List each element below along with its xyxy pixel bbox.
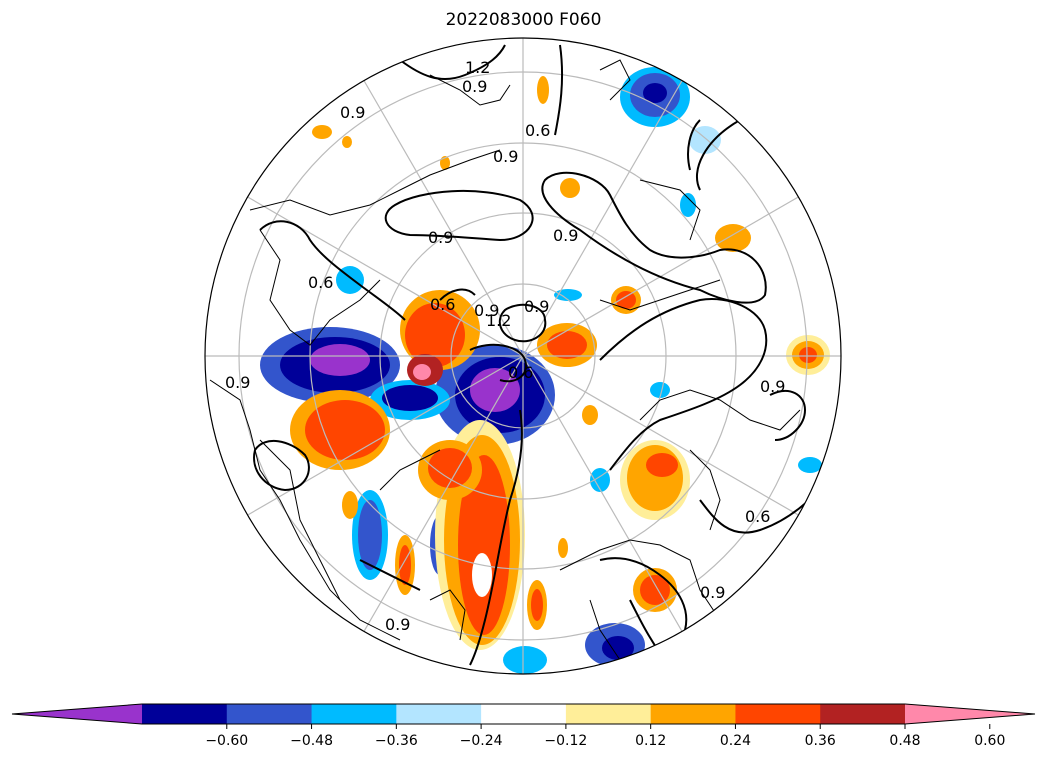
map-disk: 1.2 0.9 0.9 0.6 0.9 0.9 0.6 1.2 0.9 0.6 … <box>205 38 841 674</box>
colorbar-tick-label: 0.24 <box>720 733 751 749</box>
contour-label: 0.9 <box>700 583 725 602</box>
contour-label: 0.6 <box>525 121 550 140</box>
contour-label: 0.9 <box>760 377 785 396</box>
contour-label: 0.9 <box>553 226 578 245</box>
coastlines <box>209 59 801 661</box>
colorbar: −0.60 −0.48 −0.36 −0.24 −0.12 0.12 0.24 0.36 0.4… <box>11 703 1036 749</box>
colorbar-tick-label: −0.48 <box>290 733 333 749</box>
colorbar-segment <box>396 704 482 724</box>
contour-label: 0.6 <box>745 507 770 526</box>
map-title: 2022083000 F060 <box>445 10 602 30</box>
colorbar-extend-low <box>12 704 142 724</box>
contour-labels: 1.2 0.9 0.9 0.6 0.9 0.9 0.6 1.2 0.9 0.6 … <box>225 58 785 634</box>
colorbar-tick-label: 0.36 <box>805 733 836 749</box>
contour-label: 0.9 <box>225 373 250 392</box>
colorbar-tick-label: 0.60 <box>974 733 1005 749</box>
contour-label: 0.9 <box>385 615 410 634</box>
contour-label: 0.9 <box>428 228 453 247</box>
contour-label: 0.9 <box>340 103 365 122</box>
contour-label: 0.9 <box>493 147 518 166</box>
colorbar-tick-label: 0.48 <box>889 733 920 749</box>
contour-label: 0.9 <box>524 297 549 316</box>
map-boundary <box>204 37 842 675</box>
colorbar-tick-label: −0.12 <box>544 733 587 749</box>
colorbar-tick-label: −0.60 <box>205 733 248 749</box>
contour-label: 0.9 <box>474 301 499 320</box>
contour-label: 0.6 <box>430 295 455 314</box>
contour-label: 0.6 <box>308 273 333 292</box>
colorbar-tick-label: 0.12 <box>635 733 666 749</box>
colorbar-segment <box>142 704 228 724</box>
shaded-anomalies <box>260 67 830 674</box>
contour-lines <box>253 44 831 666</box>
colorbar-segment <box>820 704 906 724</box>
contour-label: 1.2 <box>486 311 511 330</box>
colorbar-segment <box>735 704 821 724</box>
contour-label: 0.9 <box>462 77 487 96</box>
colorbar-segment <box>650 704 736 724</box>
contour-label: 1.2 <box>465 58 490 77</box>
colorbar-outline <box>11 703 1036 725</box>
colorbar-extend-high <box>905 704 1035 724</box>
colorbar-segment <box>565 704 652 724</box>
contour-label: 0.6 <box>508 363 533 382</box>
colorbar-tick-label: −0.24 <box>460 733 503 749</box>
colorbar-tick-label: −0.36 <box>375 733 418 749</box>
colorbar-segment <box>311 704 397 724</box>
colorbar-segment <box>481 704 567 724</box>
colorbar-segment <box>226 704 313 724</box>
